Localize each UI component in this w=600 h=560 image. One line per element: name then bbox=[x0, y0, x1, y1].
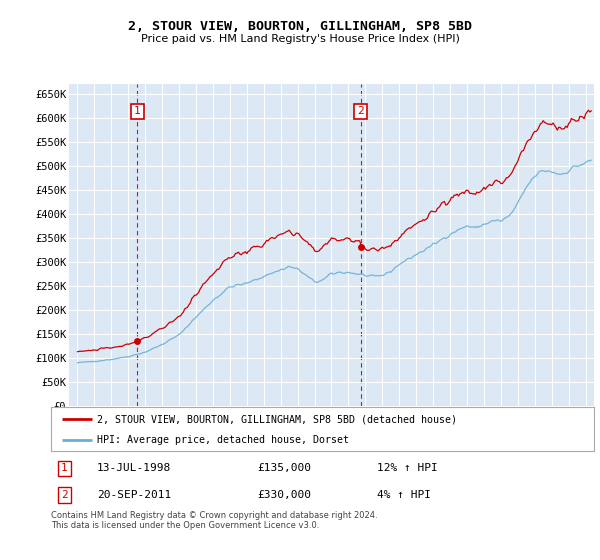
Text: Contains HM Land Registry data © Crown copyright and database right 2024.
This d: Contains HM Land Registry data © Crown c… bbox=[51, 511, 377, 530]
Text: 4% ↑ HPI: 4% ↑ HPI bbox=[377, 490, 431, 500]
Text: 2: 2 bbox=[61, 490, 68, 500]
Text: 1: 1 bbox=[61, 464, 68, 474]
Text: 20-SEP-2011: 20-SEP-2011 bbox=[97, 490, 172, 500]
Text: 13-JUL-1998: 13-JUL-1998 bbox=[97, 464, 172, 474]
Text: 2, STOUR VIEW, BOURTON, GILLINGHAM, SP8 5BD: 2, STOUR VIEW, BOURTON, GILLINGHAM, SP8 … bbox=[128, 20, 472, 32]
Text: 2: 2 bbox=[357, 106, 364, 116]
Text: 1: 1 bbox=[134, 106, 141, 116]
Text: 2, STOUR VIEW, BOURTON, GILLINGHAM, SP8 5BD (detached house): 2, STOUR VIEW, BOURTON, GILLINGHAM, SP8 … bbox=[97, 414, 457, 424]
Text: £330,000: £330,000 bbox=[257, 490, 311, 500]
Text: 12% ↑ HPI: 12% ↑ HPI bbox=[377, 464, 437, 474]
Text: HPI: Average price, detached house, Dorset: HPI: Average price, detached house, Dors… bbox=[97, 435, 349, 445]
Text: £135,000: £135,000 bbox=[257, 464, 311, 474]
Text: Price paid vs. HM Land Registry's House Price Index (HPI): Price paid vs. HM Land Registry's House … bbox=[140, 34, 460, 44]
